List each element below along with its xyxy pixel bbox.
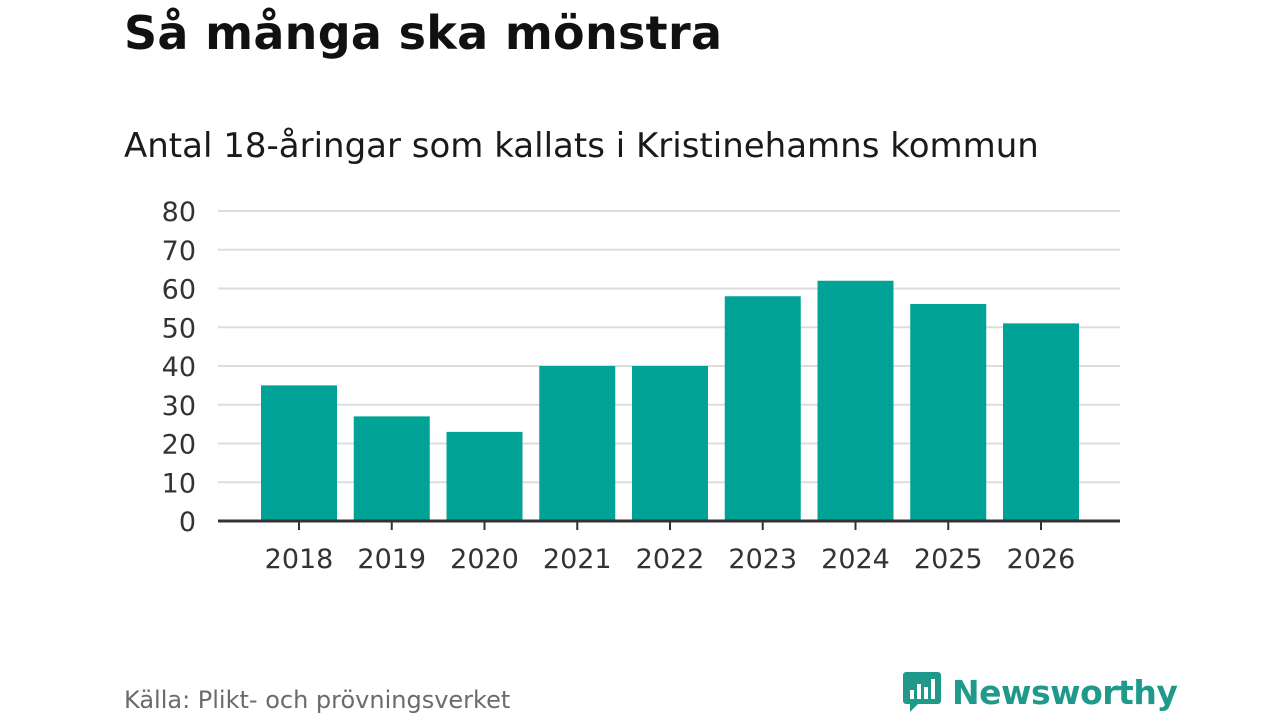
x-axis — [218, 519, 1120, 530]
source-note: Källa: Plikt- och prövningsverket — [124, 686, 511, 714]
x-tick-label: 2024 — [821, 544, 890, 575]
x-tick-label: 2021 — [543, 544, 612, 575]
y-tick-label: 50 — [162, 313, 196, 344]
bar-2025 — [910, 304, 987, 521]
brand-name: Newsworthy — [952, 672, 1178, 712]
y-axis-ticks: 0 10 20 30 40 50 60 70 80 — [162, 197, 196, 538]
x-tick-label: 2022 — [636, 544, 705, 575]
x-tick-label: 2018 — [265, 544, 334, 575]
bar-2019 — [353, 416, 430, 521]
bar-2022 — [632, 366, 708, 521]
y-tick-label: 0 — [179, 507, 196, 538]
x-axis-ticks: 2018 2019 2020 2021 2022 2023 2024 2025 2026 — [265, 544, 1076, 575]
y-tick-label: 20 — [162, 430, 196, 461]
bar-2023 — [724, 296, 801, 521]
y-tick-label: 40 — [162, 352, 196, 383]
bar-2026 — [1003, 323, 1079, 521]
x-tick-label: 2026 — [1007, 544, 1076, 575]
x-tick-label: 2023 — [728, 544, 797, 575]
x-tick-label: 2019 — [357, 544, 426, 575]
bar-2018 — [261, 385, 337, 521]
y-tick-label: 80 — [162, 197, 196, 228]
chart-title: Så många ska mönstra — [124, 6, 723, 60]
bar-chart-speech-bubble-icon — [903, 672, 941, 712]
y-tick-label: 10 — [162, 468, 196, 499]
y-tick-label: 70 — [162, 236, 196, 267]
bar-2020 — [446, 431, 523, 521]
bars — [261, 280, 1079, 521]
y-tick-label: 60 — [162, 275, 196, 306]
x-tick-label: 2025 — [914, 544, 983, 575]
newsworthy-logo[interactable]: Newsworthy — [902, 670, 1178, 714]
chart-subtitle: Antal 18-åringar som kallats i Kristineh… — [124, 126, 1039, 166]
bar-2021 — [539, 366, 616, 521]
bar-2024 — [817, 280, 894, 521]
y-tick-label: 30 — [162, 391, 196, 422]
x-tick-label: 2020 — [450, 544, 519, 575]
